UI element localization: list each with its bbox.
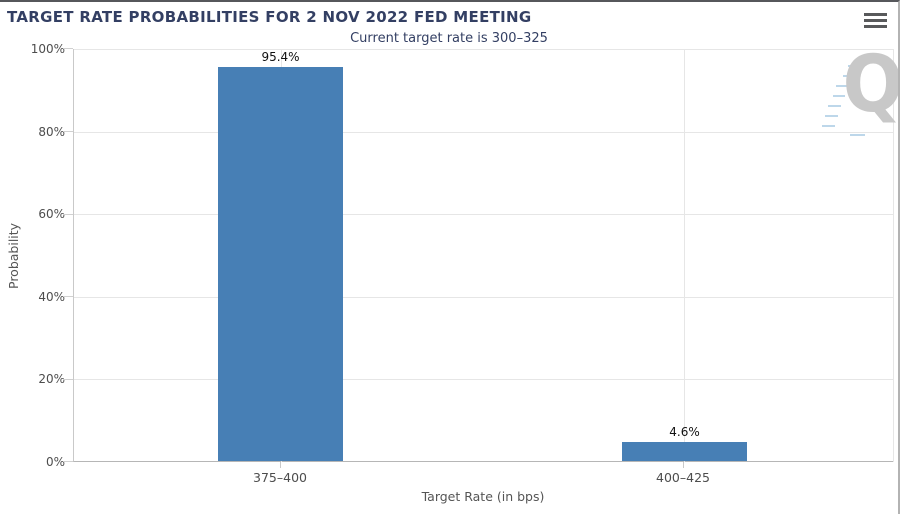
y-tick-label: 60%	[38, 207, 65, 221]
y-tick-mark	[63, 296, 73, 297]
x-category-label: 400–425	[656, 470, 710, 485]
y-tick-label: 0%	[45, 455, 65, 469]
probability-bar-375-400[interactable]	[218, 67, 343, 461]
x-tick-mark	[280, 462, 281, 468]
plot-area: 95.4% 4.6%	[73, 49, 894, 462]
gridline	[684, 49, 685, 462]
x-tick-mark	[683, 462, 684, 468]
probability-bar-400-425[interactable]	[622, 442, 747, 461]
y-tick-label: 80%	[38, 125, 65, 139]
y-tick-label: 40%	[38, 290, 65, 304]
y-tick-mark	[63, 461, 73, 462]
gridline	[74, 132, 894, 133]
gridline	[74, 214, 894, 215]
chart-subtitle: Current target rate is 300–325	[350, 31, 548, 46]
menu-button[interactable]	[864, 13, 887, 28]
hamburger-icon	[864, 25, 887, 28]
gridline	[74, 379, 894, 380]
chart-title: TARGET RATE PROBABILITIES FOR 2 NOV 2022…	[7, 8, 532, 26]
gridline	[893, 49, 894, 462]
y-tick-mark	[63, 379, 73, 380]
y-tick-label: 20%	[38, 372, 65, 386]
bar-value-label: 4.6%	[669, 425, 700, 439]
y-axis-title: Probability	[6, 222, 21, 289]
y-tick-mark	[63, 48, 73, 49]
y-tick-mark	[63, 131, 73, 132]
gridline	[74, 49, 894, 50]
y-tick-label: 100%	[30, 42, 65, 56]
hamburger-icon	[864, 13, 887, 16]
gridline	[74, 297, 894, 298]
y-tick-mark	[63, 214, 73, 215]
bar-value-label: 95.4%	[261, 50, 300, 64]
hamburger-icon	[864, 19, 887, 22]
x-category-label: 375–400	[253, 470, 307, 485]
x-axis-title: Target Rate (in bps)	[421, 489, 545, 504]
